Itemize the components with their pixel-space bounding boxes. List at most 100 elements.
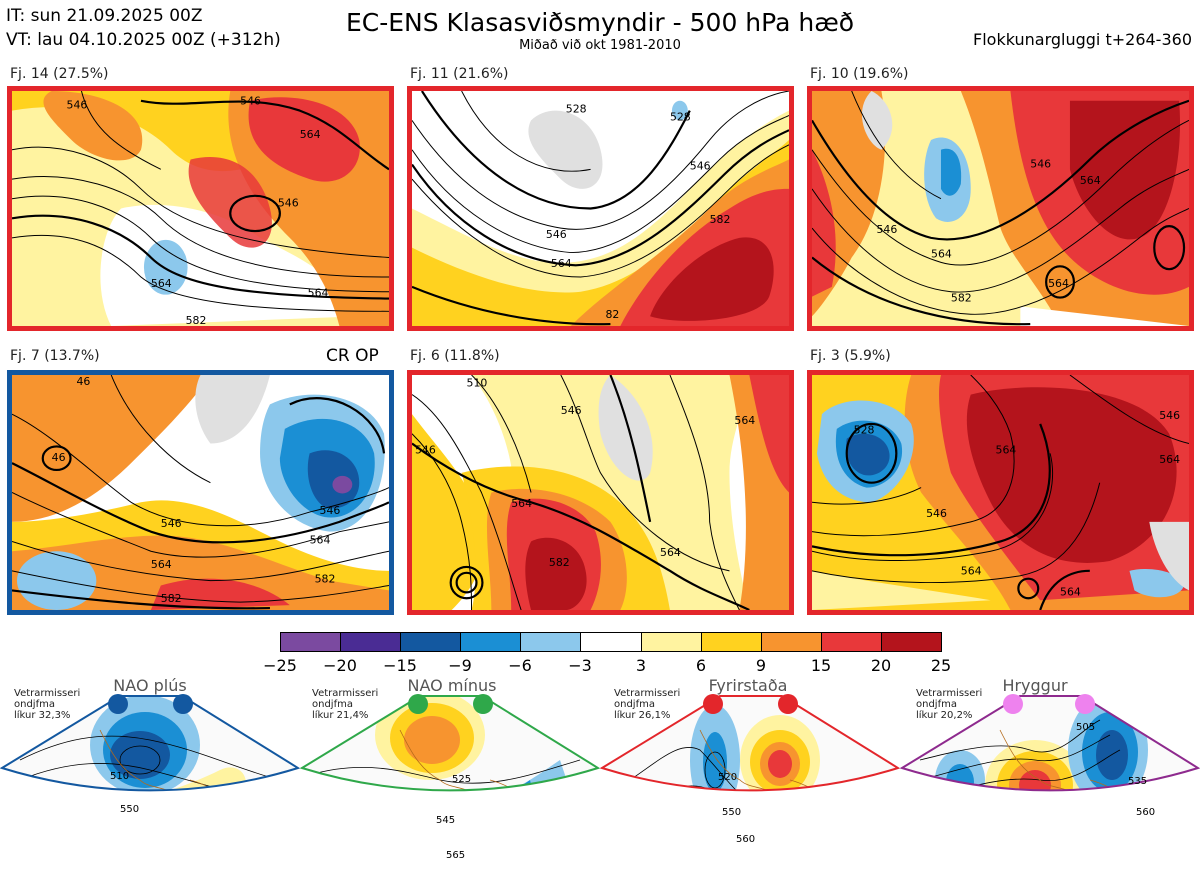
- panel-4-label: Fj. 7 (13.7%): [10, 348, 100, 364]
- contour-label: 550: [722, 807, 741, 818]
- regime-1-marker: [173, 694, 193, 714]
- contour-label: 582: [549, 556, 570, 569]
- regime-probability: líkur 26,1%: [614, 710, 671, 721]
- regime-probability: líkur 21,4%: [312, 710, 369, 721]
- colorbar-tick: 3: [635, 656, 647, 675]
- regime-months: ondjfma: [614, 699, 655, 710]
- colorbar-tick: 6: [695, 656, 707, 675]
- colorbar-swatch: [340, 633, 401, 651]
- regime-4-marker: [1003, 694, 1023, 714]
- contour-label: 560: [1136, 807, 1155, 818]
- contour-label: 564: [1060, 585, 1081, 598]
- contour-label: 564: [151, 558, 172, 571]
- regime-4-marker: [1075, 694, 1095, 714]
- contour-label: 564: [734, 414, 755, 427]
- chart-title: EC-ENS Klasasviðsmyndir - 500 hPa hæð: [345, 8, 855, 37]
- cluster-map-panel-2[interactable]: 528 528 546 546 564 582 82: [407, 86, 794, 331]
- contour-label: 564: [1159, 453, 1180, 466]
- colorbar-swatch: [820, 633, 881, 651]
- colorbar-tick: −6: [508, 656, 532, 675]
- colorbar-swatch: [880, 633, 942, 651]
- panel-1-label: Fj. 14 (27.5%): [10, 66, 109, 82]
- contour-label: 510: [467, 377, 488, 390]
- regime-season: Vetrarmisseri: [14, 688, 81, 699]
- contour-label: 546: [546, 228, 567, 241]
- contour-label: 505: [1076, 722, 1095, 733]
- regime-3-info: Vetrarmisseri ondjfma líkur 26,1%: [614, 688, 680, 721]
- regime-4-map[interactable]: 505 535 560: [900, 690, 1200, 871]
- regime-2-name: NAO mínus: [407, 676, 497, 695]
- regime-3-marker: [778, 694, 798, 714]
- contour-label: 564: [300, 128, 321, 141]
- contour-label: 545: [436, 815, 455, 826]
- colorbar-swatch: [760, 633, 821, 651]
- contour-label: 546: [926, 507, 947, 520]
- colorbar-tick: −3: [568, 656, 592, 675]
- colorbar-swatch: [700, 633, 761, 651]
- cluster-map-panel-1[interactable]: 546 546 564 546 564 564 582: [7, 86, 394, 331]
- contour-label: 546: [1159, 409, 1180, 422]
- regime-4-info: Vetrarmisseri ondjfma líkur 20,2%: [916, 688, 982, 721]
- contour-label: 564: [310, 533, 331, 546]
- regime-2-info: Vetrarmisseri ondjfma líkur 21,4%: [312, 688, 378, 721]
- regime-2-map[interactable]: 525 545 565: [300, 690, 600, 871]
- regime-1-marker: [108, 694, 128, 714]
- regime-season: Vetrarmisseri: [614, 688, 681, 699]
- colorbar-tick: −20: [323, 656, 357, 675]
- contour-label: 535: [1128, 776, 1147, 787]
- anomaly-map-6: 528 546 546 564 564 564 564: [812, 375, 1189, 610]
- cluster-map-panel-6[interactable]: 528 546 546 564 564 564 564: [807, 370, 1194, 615]
- init-time: IT: sun 21.09.2025 00Z: [6, 6, 203, 26]
- anomaly-map-4: 46 46 546 546 564 564 582 582: [12, 375, 389, 610]
- regime-3-map[interactable]: 520 550 560: [600, 690, 900, 871]
- contour-label: 564: [1048, 277, 1069, 290]
- regime-2-marker: [408, 694, 428, 714]
- regime-months: ondjfma: [312, 699, 353, 710]
- colorbar-tick: 15: [810, 656, 832, 675]
- regime-probability: líkur 32,3%: [14, 710, 71, 721]
- chart-subtitle: Miðað við okt 1981-2010: [519, 38, 681, 53]
- contour-label: 564: [551, 257, 572, 270]
- contour-label: 528: [670, 110, 691, 123]
- control-operational-badge: CR OP: [326, 346, 379, 366]
- cluster-map-panel-5[interactable]: 510 546 546 564 564 582 564: [407, 370, 794, 615]
- contour-label: 525: [452, 774, 471, 785]
- panel-3-label: Fj. 10 (19.6%): [810, 66, 909, 82]
- colorbar-swatch: [640, 633, 701, 651]
- contour-label: 564: [511, 497, 532, 510]
- regime-3-name: Fyrirstaða: [708, 676, 788, 695]
- contour-label: 546: [561, 404, 582, 417]
- regime-1-map[interactable]: 510 550: [0, 690, 300, 871]
- anomaly-map-3: 546 546 564 564 564 582: [812, 91, 1189, 326]
- colorbar-swatch: [580, 633, 641, 651]
- colorbar-tick: −9: [448, 656, 472, 675]
- anomaly-map-5: 510 546 546 564 564 582 564: [412, 375, 789, 610]
- cluster-map-panel-4[interactable]: 46 46 546 546 564 564 582 582: [7, 370, 394, 615]
- contour-label: 564: [996, 443, 1017, 456]
- contour-label: 546: [415, 443, 436, 456]
- contour-label: 564: [660, 546, 681, 559]
- anomaly-colorbar: [280, 632, 942, 652]
- anomaly-map-1: 546 546 564 546 564 564 582: [12, 91, 389, 326]
- contour-label: 565: [446, 850, 465, 861]
- cluster-map-panel-3[interactable]: 546 546 564 564 564 582: [807, 86, 1194, 331]
- contour-label: 564: [308, 287, 329, 300]
- panel-6-label: Fj. 3 (5.9%): [810, 348, 891, 364]
- panel-5-label: Fj. 6 (11.8%): [410, 348, 500, 364]
- regime-season: Vetrarmisseri: [312, 688, 379, 699]
- anomaly-map-2: 528 528 546 546 564 582 82: [412, 91, 789, 326]
- contour-label: 560: [736, 834, 755, 845]
- contour-label: 546: [876, 223, 897, 236]
- contour-label: 582: [186, 314, 207, 326]
- contour-label: 546: [320, 504, 341, 517]
- contour-label: 564: [961, 565, 982, 578]
- colorbar-swatch: [400, 633, 461, 651]
- contour-label: 546: [161, 517, 182, 530]
- contour-label: 550: [120, 804, 139, 815]
- colorbar-swatch: [281, 633, 341, 651]
- contour-label: 546: [690, 159, 711, 172]
- contour-label: 82: [605, 308, 619, 321]
- colorbar-tick: −25: [263, 656, 297, 675]
- contour-label: 510: [110, 771, 129, 782]
- contour-label: 528: [566, 103, 587, 116]
